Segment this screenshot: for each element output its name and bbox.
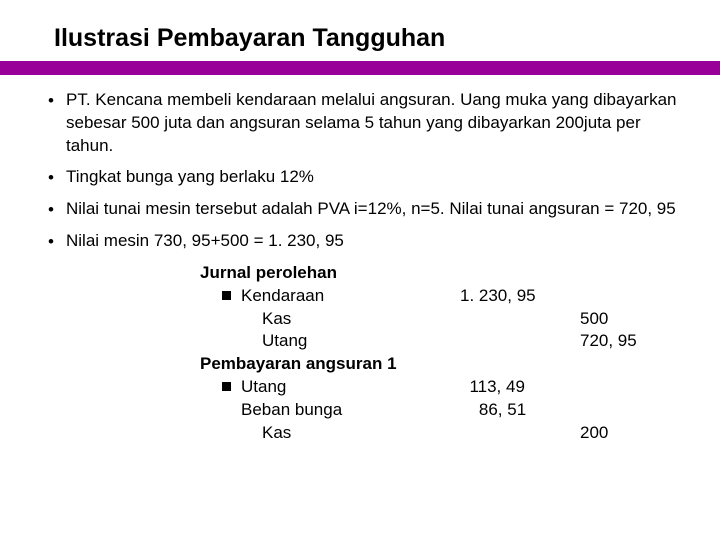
- journal-debit: 113, 49: [460, 376, 580, 399]
- title-underline: [0, 61, 720, 75]
- bullet-dot-icon: •: [48, 89, 66, 113]
- journal-credit: 720, 95: [580, 330, 680, 353]
- journal-credit: [580, 376, 680, 399]
- journal-debit: [460, 308, 580, 331]
- bullet-dot-icon: •: [48, 166, 66, 190]
- journal-row: Utang 113, 49: [200, 376, 720, 399]
- journal-credit: 200: [580, 422, 680, 445]
- journal-debit: 86, 51: [460, 399, 580, 422]
- journal-debit: [460, 330, 580, 353]
- bullet-text: Tingkat bunga yang berlaku 12%: [66, 166, 680, 189]
- journal-row: Kas 200: [200, 422, 720, 445]
- bullet-text: Nilai mesin 730, 95+500 = 1. 230, 95: [66, 230, 680, 253]
- journal-label: Utang: [200, 376, 460, 399]
- journal-row: Kendaraan 1. 230, 95: [200, 285, 720, 308]
- journal-credit: [580, 399, 680, 422]
- bullet-list: • PT. Kencana membeli kendaraan melalui …: [0, 75, 720, 254]
- bullet-text: PT. Kencana membeli kendaraan melalui an…: [66, 89, 680, 158]
- journal-label: Kas: [200, 422, 460, 445]
- journal-debit: 1. 230, 95: [460, 285, 580, 308]
- journal-label: Kendaraan: [200, 285, 460, 308]
- bullet-dot-icon: •: [48, 230, 66, 254]
- bullet-item: • Nilai mesin 730, 95+500 = 1. 230, 95: [48, 230, 680, 254]
- journal-credit: [580, 285, 680, 308]
- journal-header: Jurnal perolehan: [200, 262, 720, 285]
- bullet-item: • Tingkat bunga yang berlaku 12%: [48, 166, 680, 190]
- journal-debit: [460, 422, 580, 445]
- bullet-text: Nilai tunai mesin tersebut adalah PVA i=…: [66, 198, 680, 221]
- bullet-item: • PT. Kencana membeli kendaraan melalui …: [48, 89, 680, 158]
- bullet-dot-icon: •: [48, 198, 66, 222]
- bullet-item: • Nilai tunai mesin tersebut adalah PVA …: [48, 198, 680, 222]
- square-bullet-icon: [222, 291, 231, 300]
- journal-label: Kas: [200, 308, 460, 331]
- slide: Ilustrasi Pembayaran Tangguhan • PT. Ken…: [0, 0, 720, 540]
- journal-row: Beban bunga 86, 51: [200, 399, 720, 422]
- journal-label: Beban bunga: [200, 399, 460, 422]
- slide-title: Ilustrasi Pembayaran Tangguhan: [0, 24, 720, 59]
- journal-row: Kas 500: [200, 308, 720, 331]
- journal-header: Pembayaran angsuran 1: [200, 353, 720, 376]
- journal-row: Utang 720, 95: [200, 330, 720, 353]
- square-bullet-icon: [222, 382, 231, 391]
- journal-credit: 500: [580, 308, 680, 331]
- journal-label: Utang: [200, 330, 460, 353]
- journal-block: Jurnal perolehan Kendaraan 1. 230, 95 Ka…: [200, 262, 720, 446]
